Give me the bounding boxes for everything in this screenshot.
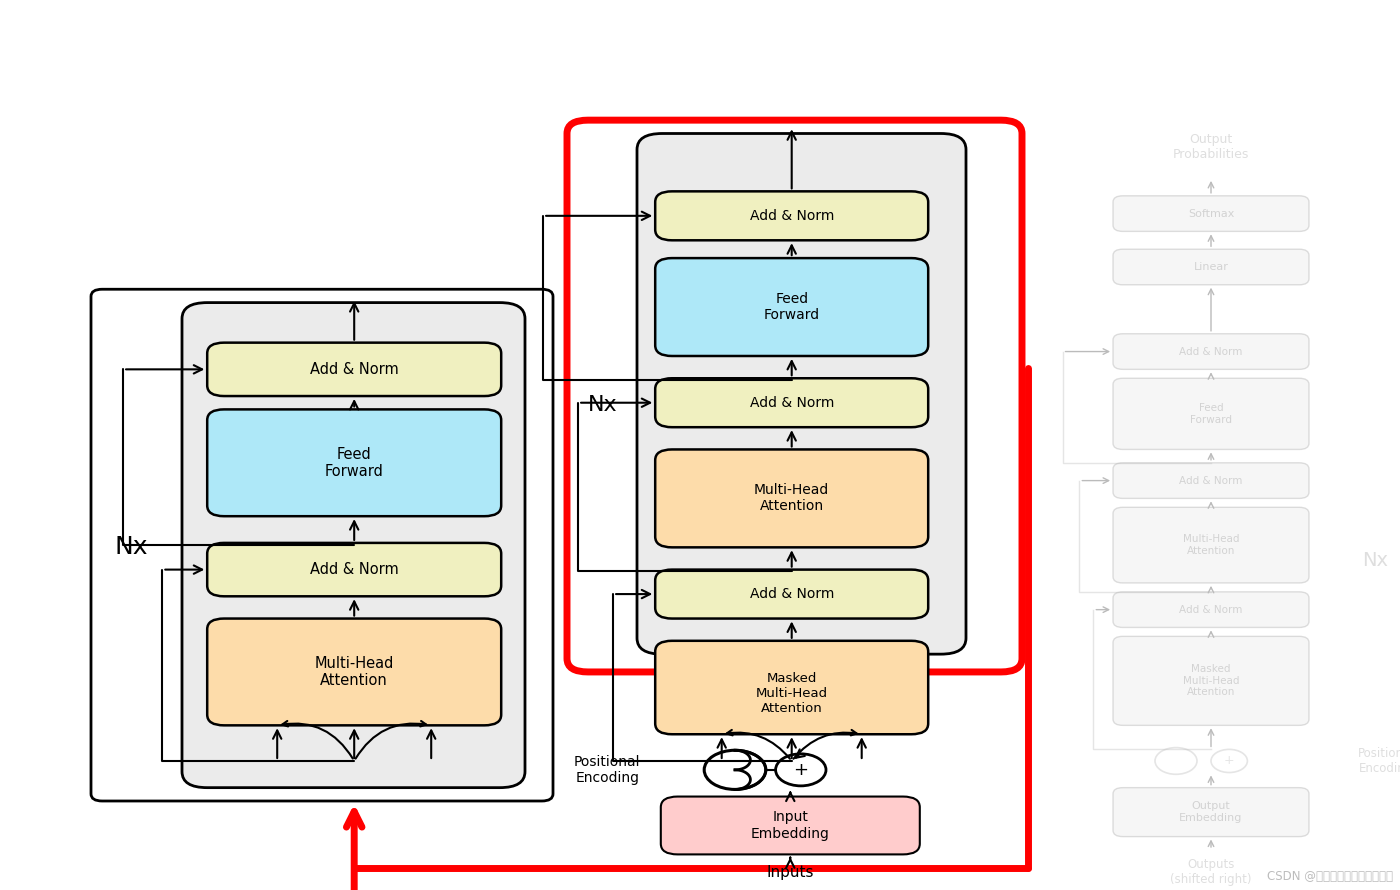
Text: Nx: Nx: [1362, 551, 1389, 570]
FancyBboxPatch shape: [1113, 334, 1309, 369]
FancyBboxPatch shape: [207, 619, 501, 725]
Text: Add & Norm: Add & Norm: [1179, 346, 1243, 357]
Text: Softmax: Softmax: [1187, 208, 1235, 219]
Text: Output
Embedding: Output Embedding: [1179, 801, 1243, 823]
Text: Positional
Encoding: Positional Encoding: [1358, 747, 1400, 775]
Text: Output
Probabilities: Output Probabilities: [1173, 133, 1249, 161]
Text: Multi-Head
Attention: Multi-Head Attention: [315, 656, 393, 688]
Text: Linear: Linear: [1194, 262, 1228, 272]
FancyBboxPatch shape: [655, 570, 928, 619]
Text: Input
Embedding: Input Embedding: [750, 811, 830, 840]
Text: Add & Norm: Add & Norm: [749, 396, 834, 409]
Text: Outputs
(shifted right): Outputs (shifted right): [1170, 858, 1252, 886]
FancyBboxPatch shape: [655, 258, 928, 356]
Text: Inputs: Inputs: [767, 865, 813, 879]
Text: Add & Norm: Add & Norm: [749, 209, 834, 222]
Text: Multi-Head
Attention: Multi-Head Attention: [755, 483, 829, 514]
FancyBboxPatch shape: [1113, 636, 1309, 725]
Text: Add & Norm: Add & Norm: [309, 362, 399, 376]
Text: CSDN @禅与计算机程序设计艺术: CSDN @禅与计算机程序设计艺术: [1267, 870, 1393, 883]
Text: Feed
Forward: Feed Forward: [763, 292, 820, 322]
Text: Add & Norm: Add & Norm: [1179, 475, 1243, 486]
Text: Add & Norm: Add & Norm: [1179, 604, 1243, 615]
Text: +: +: [794, 761, 808, 779]
FancyBboxPatch shape: [637, 134, 966, 654]
FancyBboxPatch shape: [661, 797, 920, 854]
FancyBboxPatch shape: [655, 449, 928, 547]
FancyBboxPatch shape: [91, 289, 553, 801]
Text: Feed
Forward: Feed Forward: [325, 447, 384, 479]
FancyBboxPatch shape: [1113, 249, 1309, 285]
FancyBboxPatch shape: [655, 378, 928, 427]
FancyBboxPatch shape: [655, 191, 928, 240]
Text: Add & Norm: Add & Norm: [309, 562, 399, 577]
FancyBboxPatch shape: [207, 543, 501, 596]
Text: Feed
Forward: Feed Forward: [1190, 403, 1232, 425]
FancyBboxPatch shape: [1113, 196, 1309, 231]
FancyBboxPatch shape: [207, 343, 501, 396]
Text: Nx: Nx: [115, 536, 148, 559]
Text: Positional
Encoding: Positional Encoding: [574, 755, 640, 785]
FancyBboxPatch shape: [1113, 378, 1309, 449]
Text: +: +: [1224, 755, 1235, 767]
FancyBboxPatch shape: [655, 641, 928, 734]
Text: Masked: Masked: [767, 672, 816, 685]
Text: Add & Norm: Add & Norm: [749, 587, 834, 601]
FancyBboxPatch shape: [1113, 788, 1309, 837]
Text: Multi-Head
Attention: Multi-Head Attention: [756, 687, 827, 715]
FancyBboxPatch shape: [1113, 592, 1309, 627]
FancyBboxPatch shape: [1113, 463, 1309, 498]
Text: Masked
Multi-Head
Attention: Masked Multi-Head Attention: [1183, 664, 1239, 698]
Text: Multi-Head
Attention: Multi-Head Attention: [1183, 534, 1239, 556]
FancyBboxPatch shape: [207, 409, 501, 516]
Text: Nx: Nx: [588, 395, 617, 415]
FancyBboxPatch shape: [1113, 507, 1309, 583]
FancyBboxPatch shape: [182, 303, 525, 788]
